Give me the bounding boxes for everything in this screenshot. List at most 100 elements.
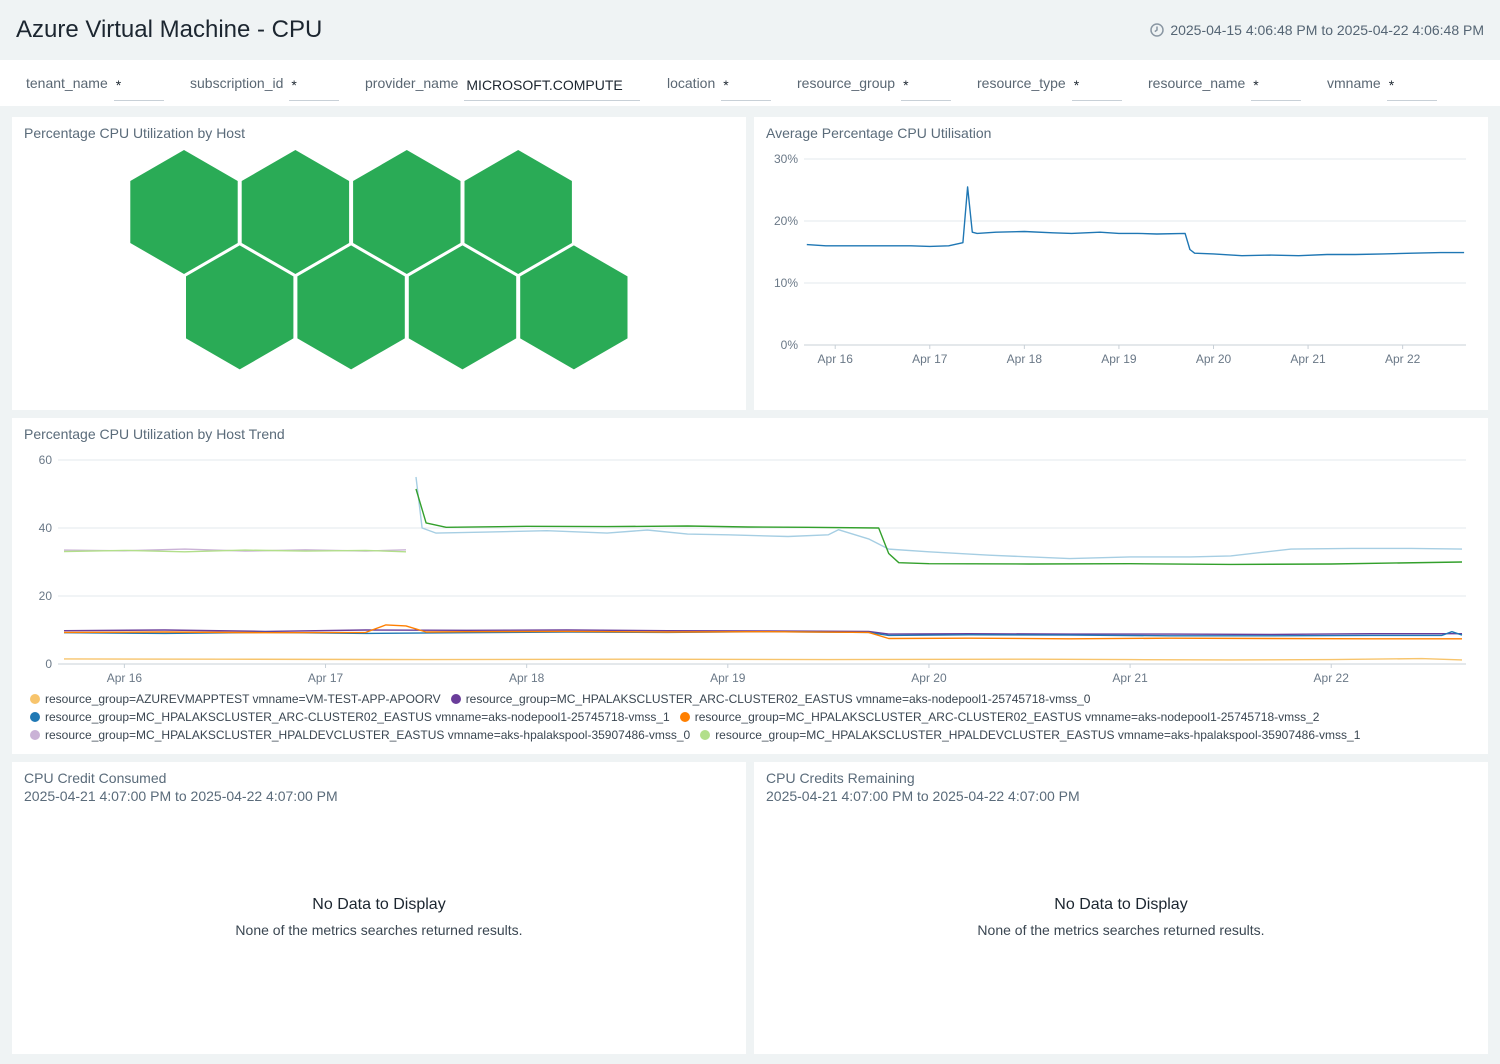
- filter-value-input[interactable]: *: [721, 73, 772, 101]
- host-hex-cell[interactable]: [130, 150, 238, 274]
- x-tick-label: Apr 20: [911, 671, 947, 685]
- clock-icon: [1150, 23, 1165, 37]
- panel-subtitle: 2025-04-21 4:07:00 PM to 2025-04-22 4:07…: [766, 788, 1080, 804]
- legend-item[interactable]: resource_group=MC_HPALAKSCLUSTER_ARC-CLU…: [450, 692, 1091, 706]
- page-title: Azure Virtual Machine - CPU: [16, 16, 323, 43]
- filter-vmname[interactable]: vmname *: [1327, 60, 1437, 106]
- filter-provider-name[interactable]: provider_name MICROSOFT.COMPUTE: [365, 60, 641, 106]
- time-range-picker[interactable]: 2025-04-15 4:06:48 PM to 2025-04-22 4:06…: [1150, 22, 1484, 38]
- series-line-0[interactable]: [63, 657, 1463, 661]
- legend-swatch: [30, 694, 40, 704]
- x-tick-label: Apr 17: [912, 352, 948, 366]
- filter-label: resource_group: [797, 75, 896, 91]
- filter-label: subscription_id: [190, 75, 284, 91]
- filter-value-input[interactable]: *: [1386, 73, 1437, 101]
- series-line-5[interactable]: [63, 549, 407, 553]
- series-line-6[interactable]: [415, 476, 1463, 560]
- host-hex-cell[interactable]: [186, 245, 294, 370]
- legend-item[interactable]: resource_group=AZUREVMAPPTEST vmname=VM-…: [30, 692, 441, 706]
- legend-label: resource_group=MC_HPALAKSCLUSTER_ARC-CLU…: [694, 710, 1320, 724]
- y-tick-label: 30%: [774, 152, 798, 166]
- panel-cpu-trend[interactable]: Percentage CPU Utilization by Host Trend…: [12, 418, 1488, 754]
- series-line-1[interactable]: [63, 629, 1462, 636]
- host-hex-cell[interactable]: [464, 150, 572, 274]
- host-hex-cell[interactable]: [297, 245, 405, 370]
- x-tick-label: Apr 16: [107, 671, 143, 685]
- filter-value-input[interactable]: *: [289, 73, 340, 101]
- panel-title: Average Percentage CPU Utilisation: [766, 125, 992, 141]
- legend-row: resource_group=AZUREVMAPPTEST vmname=VM-…: [30, 690, 1480, 708]
- chart-legend: resource_group=AZUREVMAPPTEST vmname=VM-…: [30, 690, 1480, 742]
- no-data-message: None of the metrics searches returned re…: [235, 922, 523, 938]
- average-cpu-chart: 0% 10% 20% 30% Apr 16 Apr 17 Apr 18 Apr 19 Apr 2…: [774, 152, 1466, 366]
- legend-swatch: [30, 712, 40, 722]
- y-tick-label: 0%: [781, 338, 799, 352]
- panel-average-cpu[interactable]: Average Percentage CPU Utilisation 0% 10%…: [754, 117, 1488, 410]
- y-tick-label: 10%: [774, 276, 798, 290]
- dashboard-header: Azure Virtual Machine - CPU 2025-04-15 4…: [0, 0, 1500, 60]
- filter-value-input[interactable]: *: [901, 73, 952, 101]
- filter-resource-type[interactable]: resource_type *: [977, 60, 1122, 106]
- legend-row: resource_group=MC_HPALAKSCLUSTER_HPALDEV…: [30, 726, 1480, 742]
- filter-label: tenant_name: [26, 75, 108, 91]
- filter-bar: tenant_name * subscription_id * provider…: [0, 60, 1500, 106]
- host-hex-cell[interactable]: [353, 150, 461, 274]
- no-data-title: No Data to Display: [312, 896, 446, 913]
- panel-cpu-credit-consumed[interactable]: CPU Credit Consumed 2025-04-21 4:07:00 P…: [12, 762, 746, 1054]
- legend-swatch: [700, 730, 711, 740]
- panel-title: CPU Credit Consumed: [24, 770, 167, 786]
- filter-resource-name[interactable]: resource_name *: [1148, 60, 1302, 106]
- filter-value-input[interactable]: MICROSOFT.COMPUTE: [464, 73, 641, 101]
- legend-label: resource_group=MC_HPALAKSCLUSTER_ARC-CLU…: [465, 692, 1091, 706]
- x-tick-label: Apr 22: [1385, 352, 1421, 366]
- x-tick-label: Apr 22: [1314, 671, 1350, 685]
- cpu-trend-chart: 0 20 40 60 Apr 16 Apr 17 Apr 18 Apr 19 Apr 20 Apr…: [39, 453, 1466, 685]
- panel-title: CPU Credits Remaining: [766, 770, 915, 786]
- host-hex-cell[interactable]: [241, 150, 350, 274]
- y-tick-label: 60: [39, 453, 53, 467]
- x-tick-label: Apr 20: [1196, 352, 1232, 366]
- x-tick-label: Apr 18: [1007, 352, 1043, 366]
- series-line-7[interactable]: [415, 488, 1463, 566]
- series-line-0[interactable]: [806, 186, 1465, 257]
- x-tick-label: Apr 19: [1101, 352, 1137, 366]
- filter-value-input[interactable]: *: [1071, 73, 1122, 101]
- panel-cpu-by-host[interactable]: Percentage CPU Utilization by Host: [12, 117, 746, 410]
- filter-resource-group[interactable]: resource_group *: [797, 60, 952, 106]
- filter-value-input[interactable]: *: [1251, 73, 1302, 101]
- filter-label: resource_name: [1148, 75, 1246, 91]
- host-hex-cell[interactable]: [520, 245, 628, 370]
- time-range-text: 2025-04-15 4:06:48 PM to 2025-04-22 4:06…: [1170, 22, 1484, 38]
- legend-label: resource_group=MC_HPALAKSCLUSTER_ARC-CLU…: [45, 710, 670, 724]
- x-tick-label: Apr 21: [1290, 352, 1326, 366]
- no-data-message: None of the metrics searches returned re…: [977, 922, 1265, 938]
- legend-swatch: [30, 730, 40, 740]
- x-tick-label: Apr 19: [710, 671, 746, 685]
- legend-item[interactable]: resource_group=MC_HPALAKSCLUSTER_ARC-CLU…: [30, 710, 670, 724]
- legend-row: resource_group=MC_HPALAKSCLUSTER_ARC-CLU…: [30, 708, 1480, 726]
- host-hex-cell[interactable]: [408, 245, 517, 370]
- legend-swatch: [679, 712, 690, 722]
- legend-item[interactable]: resource_group=MC_HPALAKSCLUSTER_HPALDEV…: [30, 728, 690, 742]
- x-tick-label: Apr 21: [1112, 671, 1148, 685]
- panel-subtitle: 2025-04-21 4:07:00 PM to 2025-04-22 4:07…: [24, 788, 338, 804]
- panel-title: Percentage CPU Utilization by Host Trend: [24, 426, 285, 442]
- filter-label: location: [667, 75, 716, 91]
- x-tick-label: Apr 16: [818, 352, 854, 366]
- filter-location[interactable]: location *: [667, 60, 772, 106]
- legend-item[interactable]: resource_group=MC_HPALAKSCLUSTER_HPALDEV…: [700, 728, 1360, 742]
- legend-label: resource_group=MC_HPALAKSCLUSTER_HPALDEV…: [45, 728, 691, 742]
- legend-item[interactable]: resource_group=MC_HPALAKSCLUSTER_ARC-CLU…: [679, 710, 1320, 724]
- series-line-3[interactable]: [63, 624, 1462, 640]
- filter-subscription-id[interactable]: subscription_id *: [190, 60, 340, 106]
- panel-cpu-credits-remaining[interactable]: CPU Credits Remaining 2025-04-21 4:07:00…: [754, 762, 1488, 1054]
- filter-tenant-name[interactable]: tenant_name *: [26, 60, 164, 106]
- y-tick-label: 20: [39, 589, 53, 603]
- y-tick-label: 0: [45, 657, 52, 671]
- panel-title: Percentage CPU Utilization by Host: [24, 125, 245, 141]
- y-tick-label: 20%: [774, 214, 798, 228]
- legend-label: resource_group=MC_HPALAKSCLUSTER_HPALDEV…: [715, 728, 1361, 742]
- filter-value-input[interactable]: *: [113, 73, 164, 101]
- series-line-2[interactable]: [63, 631, 1463, 637]
- legend-swatch: [450, 694, 461, 704]
